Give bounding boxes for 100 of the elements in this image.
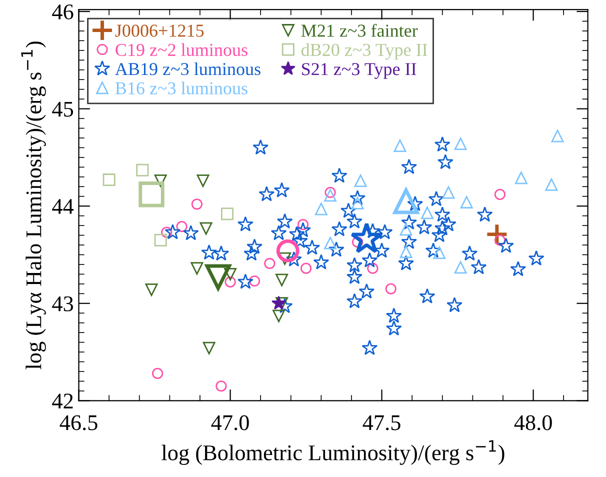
point [190,262,204,275]
point [362,252,378,268]
point [272,310,286,322]
point [514,172,528,184]
point [470,259,487,274]
x-axis-title: log (Bolometric Luminosity)/(erg s$^{−1}$) [162,440,504,465]
point [354,174,367,188]
point [401,234,418,249]
point [324,189,337,202]
point [145,284,158,296]
point [460,196,473,208]
point [331,221,348,236]
point [367,262,378,274]
point [224,276,236,288]
point [401,158,418,174]
legend-label: M21 z~3 fainter [301,24,418,37]
point [213,245,230,261]
legend-label: S21 z~3 Type II [302,63,416,79]
point [191,198,203,210]
point [216,380,227,392]
point [462,245,478,261]
point [196,174,210,188]
point [434,206,450,222]
point [324,236,337,250]
point [271,296,286,310]
point [362,340,378,356]
point [433,246,446,260]
point [346,268,362,284]
y-tick-label: 42 [52,394,73,408]
point [346,257,362,272]
legend-label: dB20 z~3 Type II [301,43,428,60]
point [386,320,402,336]
point [276,274,288,286]
legend-label: AB19 z~3 luminous [115,62,260,76]
point [425,242,442,258]
point [221,208,234,220]
point [454,138,467,150]
point [276,213,293,229]
y-tick-label: 45 [52,102,74,117]
point [292,232,308,248]
point [154,174,167,188]
y-axis-title: log (Lyα Halo Luminosity)/(erg s$^{−1}$) [21,42,46,370]
point [350,190,366,206]
point [476,206,493,222]
point [154,234,167,246]
point [138,182,164,208]
point [258,186,275,202]
x-tick-label: 46.5 [60,415,98,430]
x-tick-label: 47.0 [211,415,249,430]
point [358,283,375,299]
point [442,186,455,199]
point [288,226,305,242]
point [328,242,344,257]
point [274,182,290,198]
point [313,254,330,270]
point [545,178,558,191]
y-tick-label: 43 [52,296,74,312]
point [551,130,564,142]
point [176,220,188,232]
point [202,342,216,354]
x-tick-label: 48.0 [514,415,552,430]
y-tick-label: 44 [52,199,74,214]
point [304,240,320,255]
point [102,174,116,186]
point [498,238,514,253]
point [270,224,287,240]
point [454,261,467,274]
point [264,258,276,270]
point [407,196,424,212]
point [434,136,450,152]
point [350,222,383,254]
point [394,140,406,152]
x-tick-label: 47.5 [362,415,400,430]
point [276,239,300,262]
point [376,224,393,240]
y-tick-label: 46 [52,4,74,20]
point [419,288,436,304]
point [295,222,311,238]
legend-label: B16 z~3 luminous [115,82,248,94]
point [314,202,328,216]
point [324,186,336,198]
point [161,226,172,238]
point [237,274,254,289]
point [428,190,444,206]
legend-label: J0006+1215 [115,24,204,37]
point [351,196,364,210]
point [386,308,402,323]
point [164,224,181,240]
point [340,202,356,218]
point [393,188,419,214]
point [401,214,418,230]
point [136,164,149,176]
point [331,168,348,183]
point [182,224,199,240]
point [346,293,362,308]
point [416,219,432,234]
point [201,244,218,260]
point [152,368,164,379]
point [437,154,454,170]
point [248,275,260,287]
